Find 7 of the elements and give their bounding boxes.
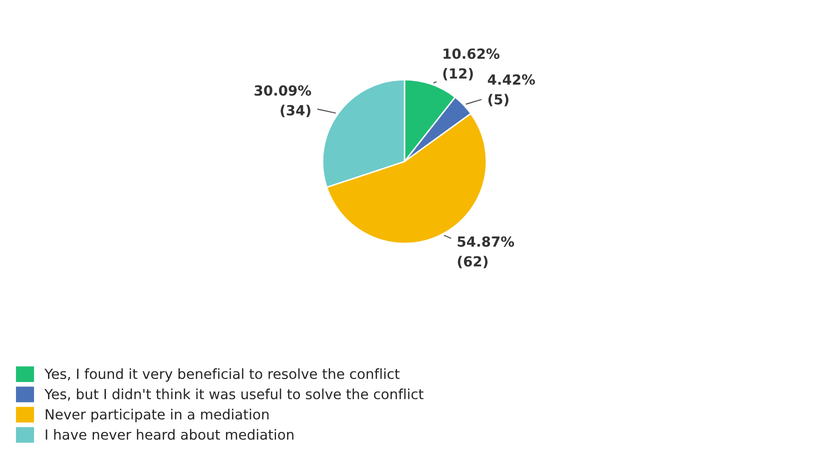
legend-label: Yes, but I didn't think it was useful to solve the conflict [44, 388, 424, 401]
legend-label: Yes, I found it very beneficial to resolve the conflict [44, 368, 400, 382]
data-label: 54.87% (62) [458, 236, 514, 268]
data-label: 4.42% (5) [488, 74, 535, 106]
data-label: 30.09% (34) [254, 85, 312, 118]
legend-label: I have never heard about mediation [46, 429, 294, 440]
legend-label: Never participate in a mediation [46, 408, 269, 422]
